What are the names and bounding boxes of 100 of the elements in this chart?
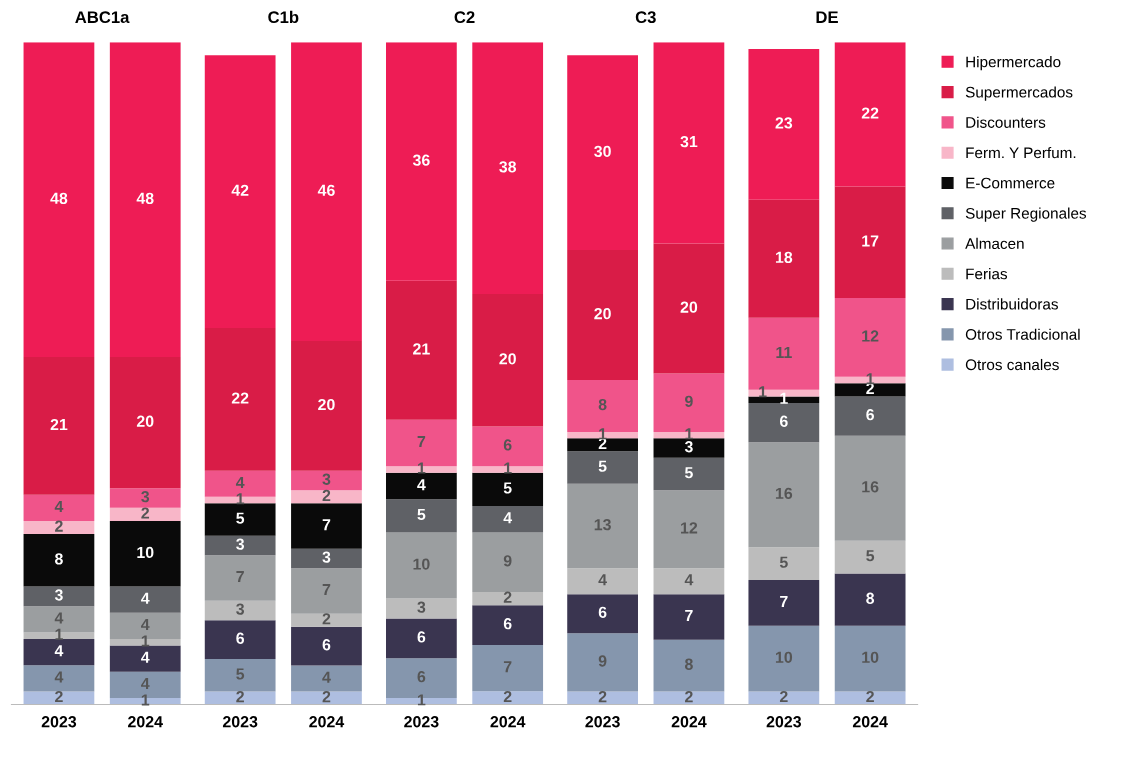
bar xyxy=(386,472,457,500)
data-label: 2 xyxy=(55,690,63,703)
legend-label: Ferias xyxy=(966,268,1008,280)
data-label: 4 xyxy=(684,574,694,586)
bar xyxy=(109,645,181,672)
bar xyxy=(834,625,906,692)
data-label: 3 xyxy=(322,473,331,485)
x-tick-label: 2024 xyxy=(671,716,707,728)
data-label: 6 xyxy=(236,632,245,644)
bar xyxy=(567,250,638,380)
chart-title: C3 xyxy=(635,11,656,24)
bar xyxy=(567,438,638,452)
x-tick-label: 2023 xyxy=(222,716,258,728)
bar xyxy=(23,691,95,705)
data-label: 3 xyxy=(236,603,245,615)
bar xyxy=(748,442,820,548)
bar xyxy=(291,665,362,692)
data-label: 6 xyxy=(417,631,426,643)
data-label: 7 xyxy=(503,661,512,673)
data-label: 4 xyxy=(235,476,245,488)
bar xyxy=(834,396,906,436)
x-tick-label: 2024 xyxy=(490,716,526,728)
data-label: 1 xyxy=(417,694,426,706)
x-tick-label: 2023 xyxy=(766,716,802,728)
data-label: 8 xyxy=(598,398,607,411)
bar xyxy=(204,535,276,556)
data-label: 2 xyxy=(598,691,607,703)
data-label: 2 xyxy=(55,520,63,532)
bar xyxy=(23,42,95,358)
legend-label: Almacen xyxy=(965,237,1024,250)
data-label: 42 xyxy=(231,184,249,196)
data-label: 5 xyxy=(236,668,245,680)
bar xyxy=(567,483,638,569)
bar xyxy=(748,579,820,626)
data-label: 6 xyxy=(598,606,607,618)
bar xyxy=(204,555,276,601)
data-label: 48 xyxy=(136,192,154,204)
bar xyxy=(204,620,276,660)
data-label: 8 xyxy=(55,553,63,565)
bar xyxy=(567,633,638,692)
data-label: 2 xyxy=(685,691,693,703)
bar xyxy=(23,586,95,607)
data-label: 6 xyxy=(322,639,331,651)
bar xyxy=(653,639,725,692)
data-label: 3 xyxy=(684,441,693,453)
bar xyxy=(567,594,638,634)
x-tick-label: 2023 xyxy=(404,716,439,728)
data-label: 6 xyxy=(866,409,874,421)
data-label: 3 xyxy=(322,551,331,563)
bar xyxy=(386,42,457,281)
bar xyxy=(472,293,544,427)
bar xyxy=(109,507,181,521)
x-tick-label: 2023 xyxy=(585,716,620,728)
data-label: 9 xyxy=(685,395,693,407)
chart-title: C2 xyxy=(454,11,475,24)
legend-label: Hipermercado xyxy=(966,56,1061,71)
data-label: 6 xyxy=(779,415,788,427)
data-label: 17 xyxy=(862,235,879,247)
data-label: 6 xyxy=(503,439,512,451)
data-label: 11 xyxy=(776,346,792,358)
data-label: 1 xyxy=(759,386,767,398)
data-label: 20 xyxy=(594,308,611,320)
data-label: 7 xyxy=(322,584,331,596)
legend-label: Supermercados xyxy=(965,86,1073,101)
bar xyxy=(834,540,906,574)
data-label: 2 xyxy=(141,507,150,519)
bar xyxy=(204,55,276,328)
data-label: 6 xyxy=(417,671,426,683)
bar xyxy=(386,532,457,599)
data-label: 5 xyxy=(236,512,245,524)
bar xyxy=(748,691,820,705)
bar xyxy=(834,383,906,397)
bar xyxy=(748,199,820,318)
bar xyxy=(748,547,820,580)
data-label: 18 xyxy=(775,251,793,263)
data-label: 2 xyxy=(322,691,331,703)
bar xyxy=(23,357,95,495)
data-label: 46 xyxy=(317,184,335,196)
data-label: 7 xyxy=(685,610,693,622)
bar xyxy=(653,568,725,595)
data-label: 4 xyxy=(141,678,150,690)
data-label: 2 xyxy=(866,690,874,703)
data-label: 16 xyxy=(862,481,879,493)
chart-title: DE xyxy=(816,11,838,23)
data-label: 5 xyxy=(417,508,426,521)
data-label: 1 xyxy=(866,373,875,385)
data-label: 1 xyxy=(236,493,245,505)
data-label: 4 xyxy=(54,612,64,624)
data-label: 38 xyxy=(499,161,517,173)
data-label: 10 xyxy=(862,651,879,663)
x-tick-label: 2024 xyxy=(852,716,888,728)
data-label: 2 xyxy=(322,489,331,501)
data-label: 30 xyxy=(594,145,611,158)
legend-label: Otros Tradicional xyxy=(965,328,1080,340)
data-label: 9 xyxy=(503,555,512,567)
data-label: 4 xyxy=(503,512,513,524)
bar xyxy=(748,402,820,443)
data-label: 4 xyxy=(598,574,607,586)
data-label: 5 xyxy=(684,467,693,479)
data-label: 9 xyxy=(598,655,607,667)
